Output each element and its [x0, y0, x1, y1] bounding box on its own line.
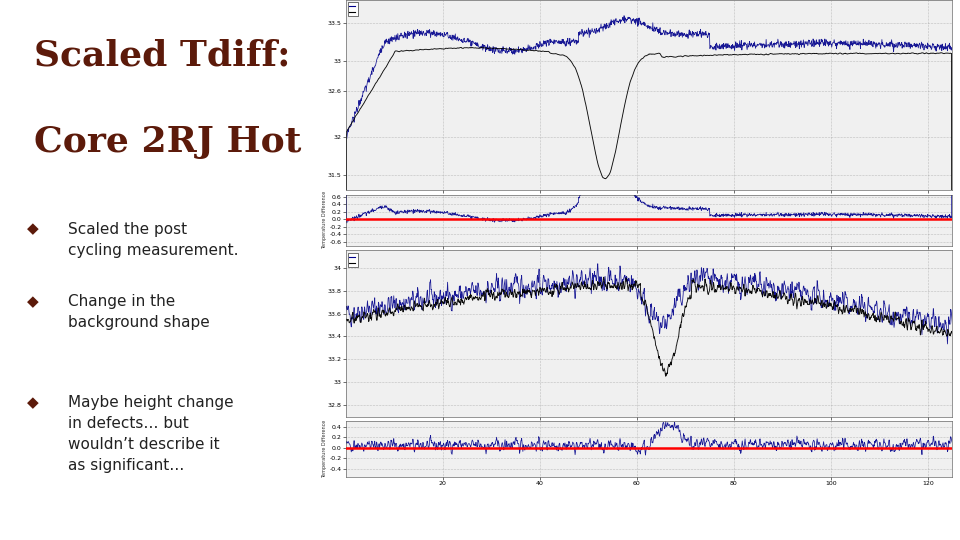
Text: Change in the
background shape: Change in the background shape — [67, 294, 209, 330]
Y-axis label: Temperature Difference: Temperature Difference — [323, 191, 327, 249]
Text: 9: 9 — [872, 502, 885, 520]
Y-axis label: Temperature Difference: Temperature Difference — [323, 420, 327, 478]
Text: Core 2RJ Hot: Core 2RJ Hot — [34, 125, 301, 159]
Text: William Heidorn: William Heidorn — [115, 504, 240, 518]
Legend: , : , — [348, 253, 358, 267]
Text: ◆: ◆ — [27, 395, 38, 410]
Text: ◆: ◆ — [27, 294, 38, 309]
Text: ◆: ◆ — [27, 221, 38, 237]
Text: Maybe height change
in defects… but
wouldn’t describe it
as significant…: Maybe height change in defects… but woul… — [67, 395, 233, 473]
Text: Scaled the post
cycling measurement.: Scaled the post cycling measurement. — [67, 221, 238, 258]
Legend: , : , — [348, 3, 358, 16]
Text: Scaled Tdiff:: Scaled Tdiff: — [34, 38, 290, 72]
Text: Thursday, January
13, 2022: Thursday, January 13, 2022 — [471, 495, 613, 526]
